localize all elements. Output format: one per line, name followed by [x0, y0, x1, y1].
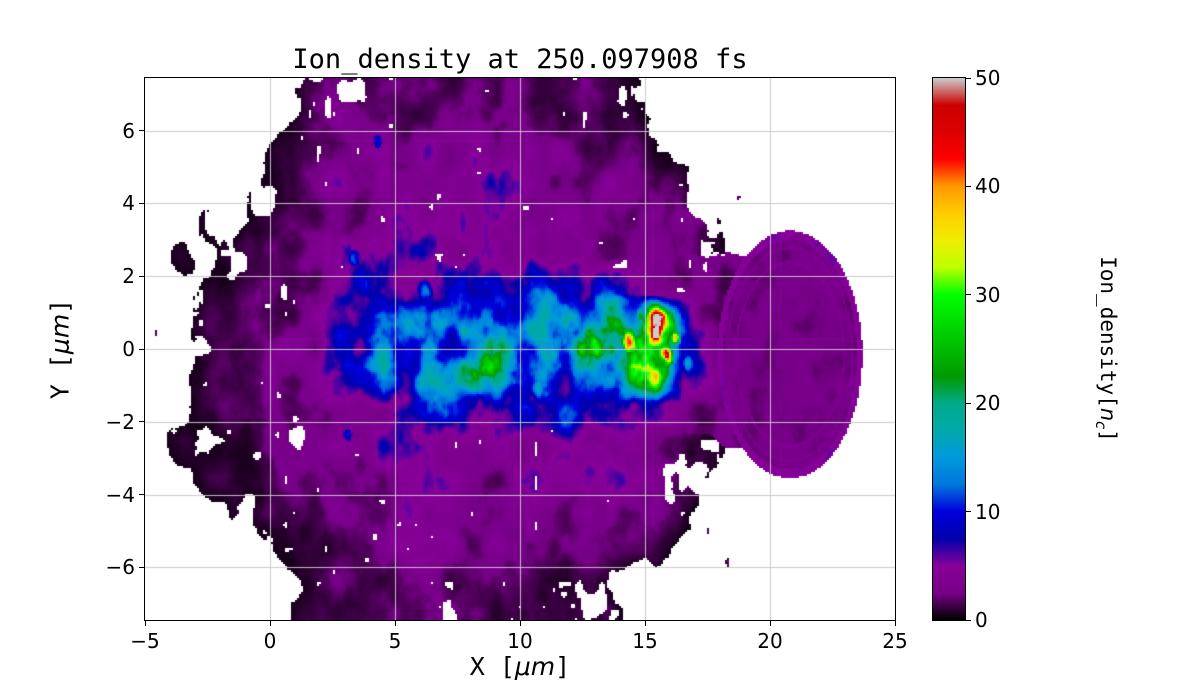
- colorbar-tick-label: 20: [975, 391, 1001, 416]
- plot-area: [144, 77, 896, 621]
- y-tick-label: 0: [122, 337, 135, 361]
- x-tick-label: 10: [507, 629, 533, 653]
- x-tick-mark: [894, 620, 896, 626]
- x-tick-mark: [144, 620, 146, 626]
- y-axis-label-text: Y [: [45, 354, 75, 400]
- colorbar-label-subscript: c: [1091, 421, 1109, 430]
- x-tick-label: −5: [130, 629, 160, 653]
- colorbar-label: Ion_density[nc]: [1092, 256, 1120, 442]
- colorbar-tick-label: 50: [975, 66, 1001, 90]
- x-axis-label: X [μm]: [145, 652, 895, 681]
- y-tick-mark: [139, 202, 145, 204]
- colorbar-tick-label: 30: [975, 282, 1001, 307]
- y-tick-label: 4: [122, 191, 135, 216]
- x-axis-label-unit: μm: [514, 652, 556, 681]
- x-axis-label-text: X [: [469, 652, 515, 681]
- y-axis-label-unit: μm: [45, 313, 75, 355]
- y-tick-mark: [139, 494, 145, 495]
- x-tick-label: 20: [757, 629, 783, 653]
- colorbar: [932, 77, 966, 621]
- y-tick-mark: [139, 566, 145, 568]
- colorbar-tick-mark: [965, 511, 971, 513]
- y-tick-label: −2: [105, 409, 135, 434]
- colorbar-label-close: ]: [1096, 429, 1121, 442]
- x-tick-mark: [394, 620, 396, 626]
- y-tick-label: 2: [122, 264, 135, 289]
- y-tick-label: −6: [105, 555, 135, 580]
- colorbar-tick-mark: [965, 77, 971, 79]
- x-axis-label-close: ]: [555, 652, 571, 681]
- y-axis-label: Y [μm]: [46, 299, 75, 399]
- colorbar-label-text: Ion_density[: [1096, 256, 1121, 408]
- y-axis-label-close: ]: [45, 298, 75, 314]
- colorbar-tick-label: 0: [975, 608, 988, 632]
- y-tick-label: −4: [105, 482, 135, 507]
- x-tick-mark: [644, 620, 646, 626]
- x-tick-mark: [769, 620, 771, 626]
- y-tick-label: 6: [122, 118, 135, 143]
- x-tick-mark: [269, 620, 271, 626]
- x-tick-label: 0: [263, 629, 277, 653]
- y-tick-mark: [139, 275, 145, 277]
- x-tick-label: 25: [882, 629, 908, 653]
- colorbar-tick-mark: [965, 402, 971, 404]
- y-tick-mark: [139, 130, 145, 132]
- x-tick-label: 15: [632, 629, 658, 653]
- colorbar-label-symbol: n: [1096, 407, 1121, 422]
- colorbar-tick-mark: [965, 185, 971, 187]
- chart-title: Ion_density at 250.097908 fs: [292, 44, 748, 75]
- colorbar-tick-mark: [965, 619, 971, 621]
- colorbar-tick-mark: [965, 294, 971, 296]
- colorbar-tick-label: 40: [975, 174, 1001, 199]
- x-tick-mark: [519, 620, 521, 626]
- x-tick-label: 5: [388, 629, 402, 653]
- colorbar-tick-label: 10: [975, 499, 1001, 524]
- heatmap-canvas: [145, 78, 895, 620]
- y-tick-mark: [139, 348, 145, 350]
- y-tick-mark: [139, 421, 145, 423]
